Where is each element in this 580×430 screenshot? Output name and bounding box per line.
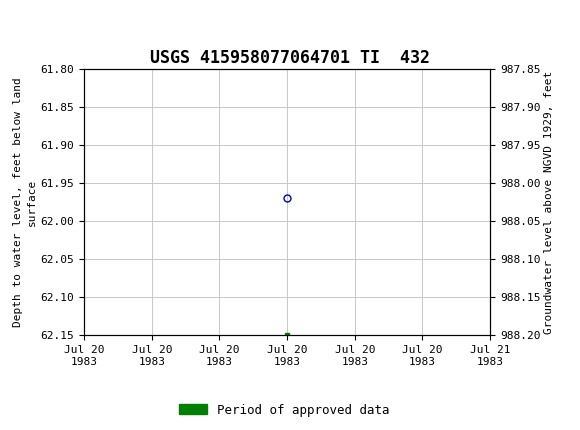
Y-axis label: Depth to water level, feet below land
surface: Depth to water level, feet below land su… <box>13 77 37 327</box>
Text: USGS 415958077064701 TI  432: USGS 415958077064701 TI 432 <box>150 49 430 67</box>
Legend: Period of approved data: Period of approved data <box>174 399 394 421</box>
Y-axis label: Groundwater level above NGVD 1929, feet: Groundwater level above NGVD 1929, feet <box>545 71 554 334</box>
Text: USGS: USGS <box>38 13 97 32</box>
Text: ❖: ❖ <box>9 12 28 33</box>
